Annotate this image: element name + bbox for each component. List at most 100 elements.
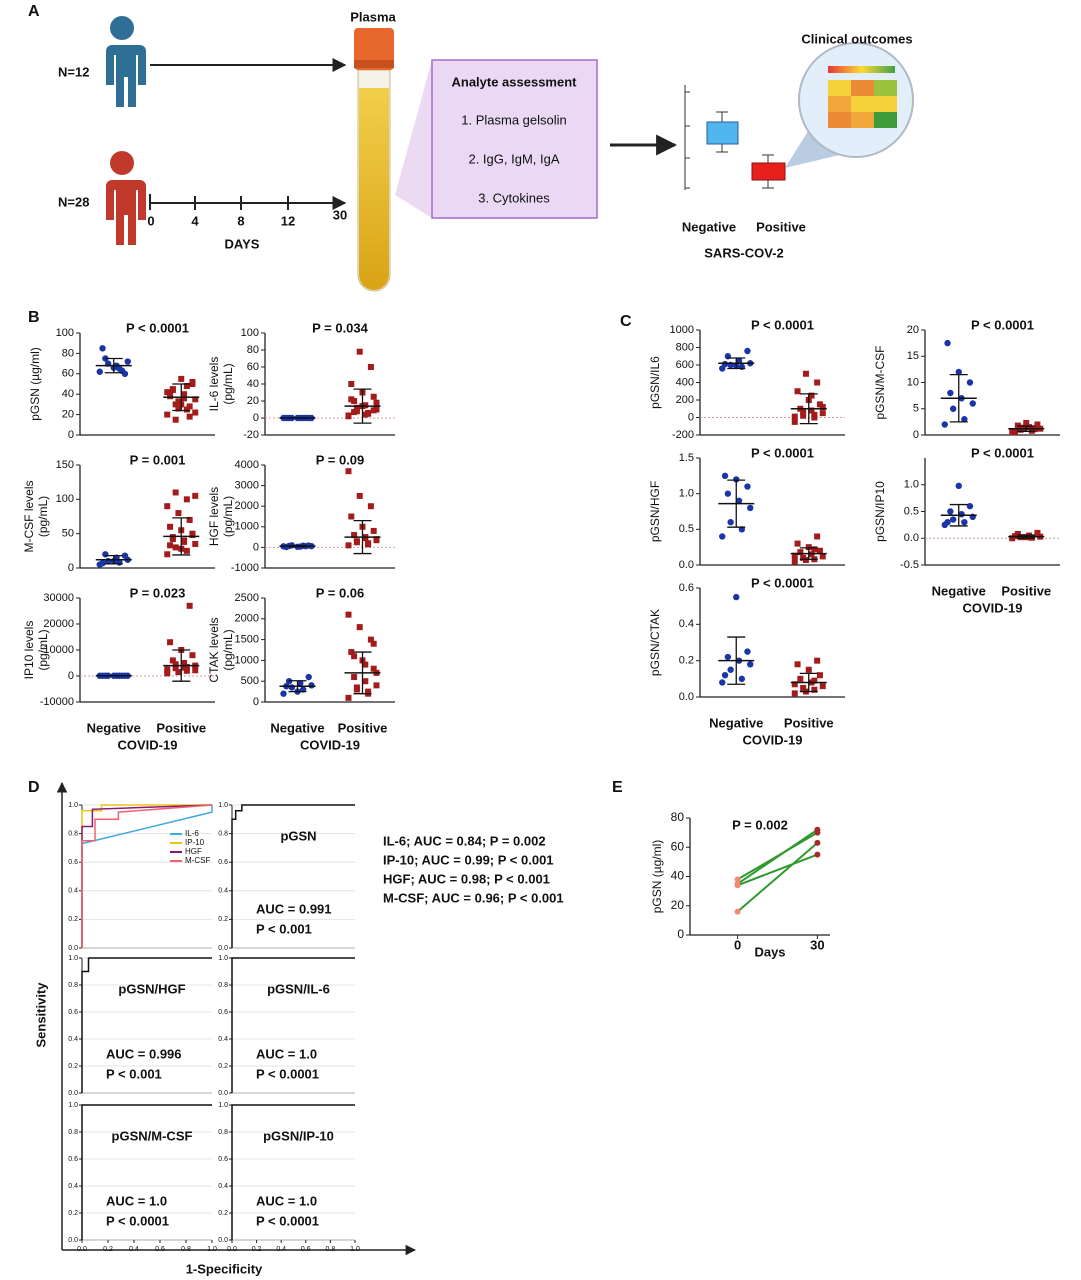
- data-point: [721, 360, 729, 368]
- y-tick-label: 2000: [235, 613, 259, 625]
- y-tick-label: 0: [253, 412, 259, 424]
- y-tick-label: 5: [913, 403, 919, 415]
- y-tick-label: 0: [688, 411, 694, 423]
- data-point: [183, 496, 190, 503]
- data-point: [819, 404, 826, 410]
- data-point: [721, 672, 729, 679]
- data-point: [167, 542, 174, 549]
- y-tick-label: -20: [243, 429, 259, 441]
- y-tick-label: 0.4: [218, 888, 228, 895]
- data-point: [175, 510, 182, 517]
- timeline-title: DAYS: [225, 236, 260, 251]
- data-point: [719, 679, 726, 686]
- data-point: [164, 551, 171, 558]
- data-point: [365, 541, 372, 548]
- y-tick-label: 0.6: [679, 582, 694, 594]
- data-point: [189, 378, 196, 385]
- x-axis-title: COVID-19: [743, 732, 803, 747]
- y-tick-label: 1.0: [904, 479, 919, 491]
- y-tick-label: 0.4: [218, 1036, 228, 1043]
- data-point: [169, 536, 176, 543]
- data-point: [175, 398, 182, 405]
- data-point: [345, 611, 352, 618]
- data-point: [367, 364, 374, 370]
- data-point: [1034, 421, 1041, 428]
- data-point: [734, 908, 741, 915]
- data-point: [356, 492, 363, 499]
- data-point: [183, 383, 190, 390]
- y-axis-title: pGSN/HGF: [648, 481, 662, 542]
- x-axis-title: Days: [754, 944, 785, 959]
- data-point: [370, 527, 377, 534]
- y-axis-title: pGSN/M-CSF: [873, 345, 887, 419]
- y-tick-label: 20: [62, 409, 74, 421]
- panel-label: B: [28, 309, 40, 326]
- data-point: [791, 681, 798, 688]
- y-tick-label: 200: [676, 394, 694, 406]
- person-icon: [104, 151, 146, 245]
- box-item: 1. Plasma gelsolin: [461, 112, 567, 127]
- data-point: [348, 649, 355, 656]
- data-point: [353, 684, 360, 691]
- y-tick-label: 60: [671, 839, 685, 853]
- x-axis-title: COVID-19: [300, 737, 360, 752]
- data-point: [794, 388, 801, 395]
- timeline-ticks: [149, 194, 289, 210]
- roc-curve: [231, 804, 355, 948]
- y-axis-title: pGSN (µg/ml): [28, 347, 42, 421]
- y-tick-label: 1.0: [679, 488, 694, 500]
- y-tick-label: 0.4: [68, 1036, 78, 1043]
- y-tick-label: 80: [671, 810, 685, 824]
- data-point: [814, 839, 821, 846]
- roc-title: pGSN/IL-6: [267, 981, 330, 996]
- data-point: [345, 412, 352, 419]
- data-point: [192, 409, 199, 416]
- y-tick-label: 40: [62, 388, 74, 400]
- data-point: [1026, 424, 1033, 431]
- y-tick-label: 0.2: [218, 1063, 228, 1070]
- roc-curve: [231, 1104, 355, 1240]
- data-point: [351, 532, 358, 539]
- y-tick-label: 0.0: [218, 945, 228, 952]
- y-tick-label: 1.0: [218, 955, 228, 962]
- data-point: [183, 667, 190, 674]
- p-value: P < 0.0001: [971, 445, 1034, 460]
- data-point: [351, 674, 358, 681]
- y-tick-label: 1000: [235, 521, 259, 533]
- y-tick-label: 0.0: [68, 945, 78, 952]
- data-point: [1012, 428, 1019, 435]
- y-tick-label: 20: [247, 395, 259, 407]
- data-point: [169, 657, 176, 664]
- data-point: [719, 533, 726, 540]
- y-tick-label: 0.6: [68, 1156, 78, 1163]
- data-point: [814, 851, 821, 858]
- x-tick-label: 0.6: [155, 1246, 165, 1253]
- data-point: [800, 409, 807, 416]
- data-point: [811, 411, 818, 418]
- data-point: [175, 669, 182, 676]
- auc: AUC = 1.0: [106, 1193, 167, 1208]
- y-tick-label: 0.6: [68, 1009, 78, 1016]
- p-value: P < 0.0001: [751, 317, 814, 332]
- x-tick-label: 0.8: [326, 1246, 336, 1253]
- roc-title: pGSN/HGF: [118, 981, 185, 996]
- data-point: [102, 551, 109, 558]
- data-point: [181, 395, 188, 402]
- y-tick-label: 20: [907, 324, 919, 336]
- axis-title: Sensitivity: [33, 982, 48, 1048]
- data-point: [816, 672, 823, 679]
- x-tick-label: 0.8: [181, 1246, 191, 1253]
- data-point: [283, 543, 290, 551]
- y-tick-label: 1000: [670, 324, 694, 336]
- auc: AUC = 0.996: [106, 1046, 182, 1061]
- data-point: [362, 535, 369, 542]
- y-tick-label: 20: [671, 898, 685, 912]
- data-point: [370, 393, 377, 400]
- y-tick-label: 800: [676, 341, 694, 353]
- data-point: [721, 472, 729, 480]
- y-tick-label: 0.8: [218, 982, 228, 989]
- data-point: [969, 400, 976, 407]
- p-value: P = 0.001: [130, 452, 186, 467]
- y-tick-label: 1.0: [218, 1102, 228, 1109]
- y-tick-label: 0.2: [68, 916, 78, 923]
